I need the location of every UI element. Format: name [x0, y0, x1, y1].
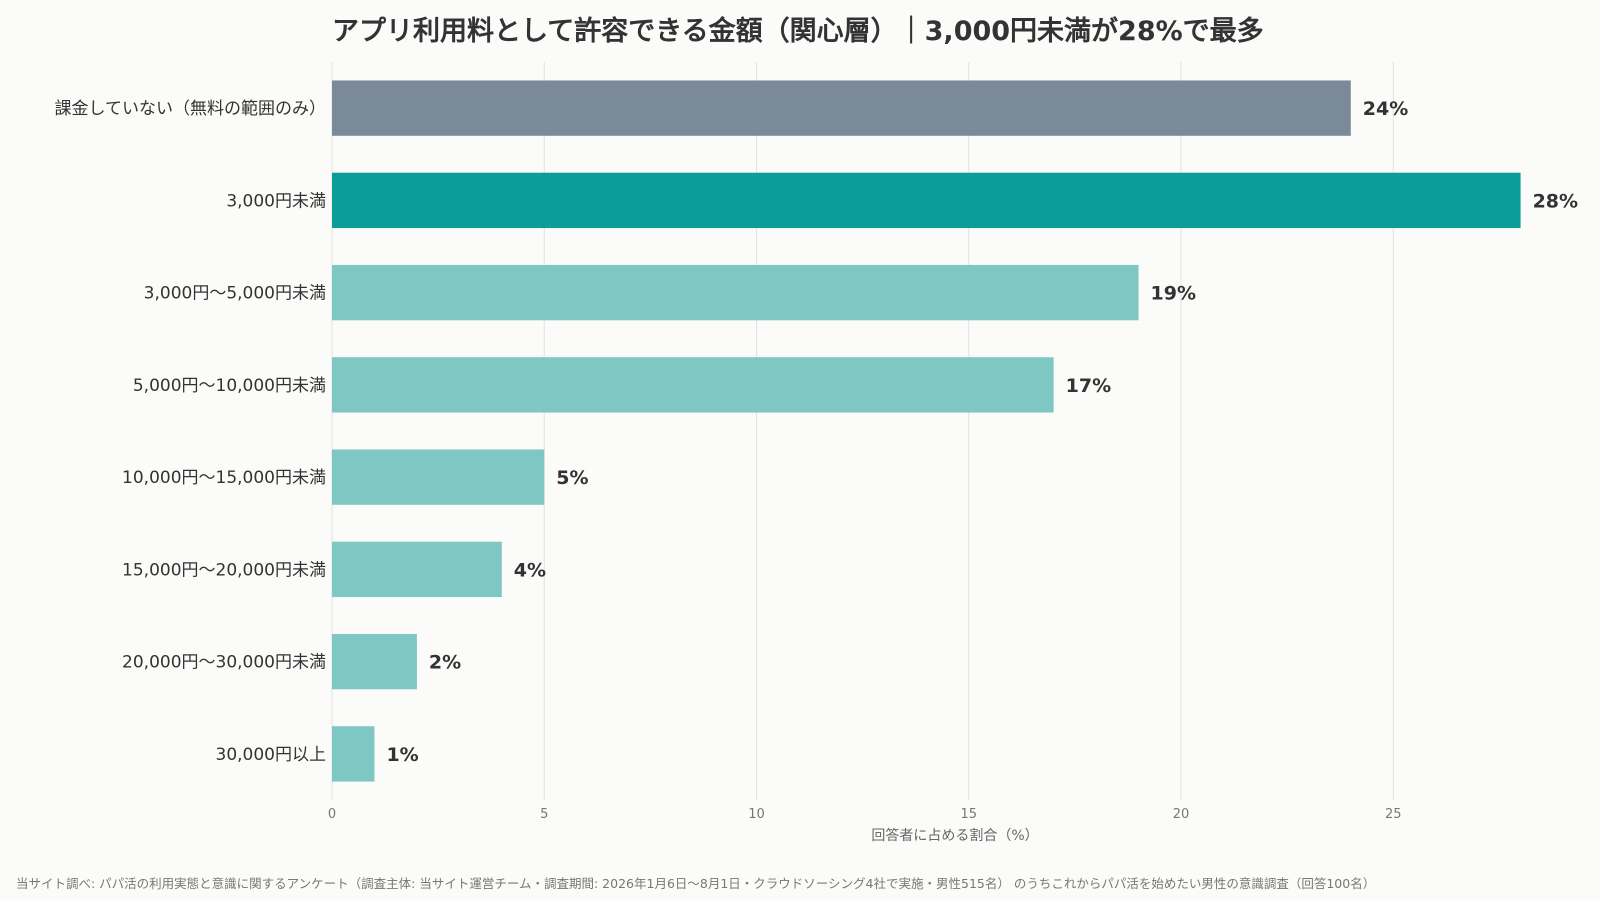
value-label: 24%	[1363, 98, 1408, 120]
category-label: 20,000円〜30,000円未満	[122, 653, 326, 673]
bar	[332, 172, 1521, 229]
bars	[332, 80, 1521, 782]
x-axis-ticks: 0 5 10 15 20 25	[328, 807, 1402, 822]
x-tick-label: 10	[748, 807, 765, 822]
bar	[332, 726, 375, 782]
category-label: 30,000円以上	[216, 745, 326, 765]
category-label: 10,000円〜15,000円未満	[122, 468, 326, 488]
category-labels: 課金していない（無料の範囲のみ） 3,000円未満 3,000円〜5,000円未満 5…	[55, 99, 327, 765]
bar	[332, 449, 545, 505]
bar	[332, 357, 1054, 413]
category-label: 15,000円〜20,000円未満	[122, 560, 326, 580]
chart-title: アプリ利用料として許容できる金額（関心層）｜3,000円未満が28%で最多	[332, 15, 1264, 47]
bar	[332, 541, 502, 598]
category-label: 3,000円〜5,000円未満	[144, 284, 326, 304]
value-label: 5%	[556, 467, 588, 489]
bar	[332, 633, 417, 690]
category-label: 課金していない（無料の範囲のみ）	[55, 99, 327, 119]
bar	[332, 264, 1139, 321]
x-tick-label: 0	[328, 807, 336, 822]
value-label: 17%	[1066, 375, 1111, 397]
value-label: 4%	[514, 559, 546, 581]
x-tick-label: 5	[540, 807, 548, 822]
bar	[332, 80, 1351, 136]
category-label: 3,000円未満	[226, 191, 326, 211]
value-labels: 24% 28% 19% 17% 5% 4% 2% 1%	[386, 98, 1578, 766]
value-label: 1%	[386, 744, 418, 766]
x-tick-label: 20	[1173, 807, 1190, 822]
x-tick-label: 15	[960, 807, 977, 822]
value-label: 2%	[429, 652, 461, 674]
x-tick-label: 25	[1385, 807, 1402, 822]
value-label: 19%	[1151, 283, 1196, 305]
x-axis-title: 回答者に占める割合（%）	[871, 827, 1038, 844]
category-label: 5,000円〜10,000円未満	[133, 376, 326, 396]
source-note: 当サイト調べ: パパ活の利用実態と意識に関するアンケート（調査主体: 当サイト運…	[16, 876, 1375, 891]
value-label: 28%	[1533, 190, 1578, 212]
